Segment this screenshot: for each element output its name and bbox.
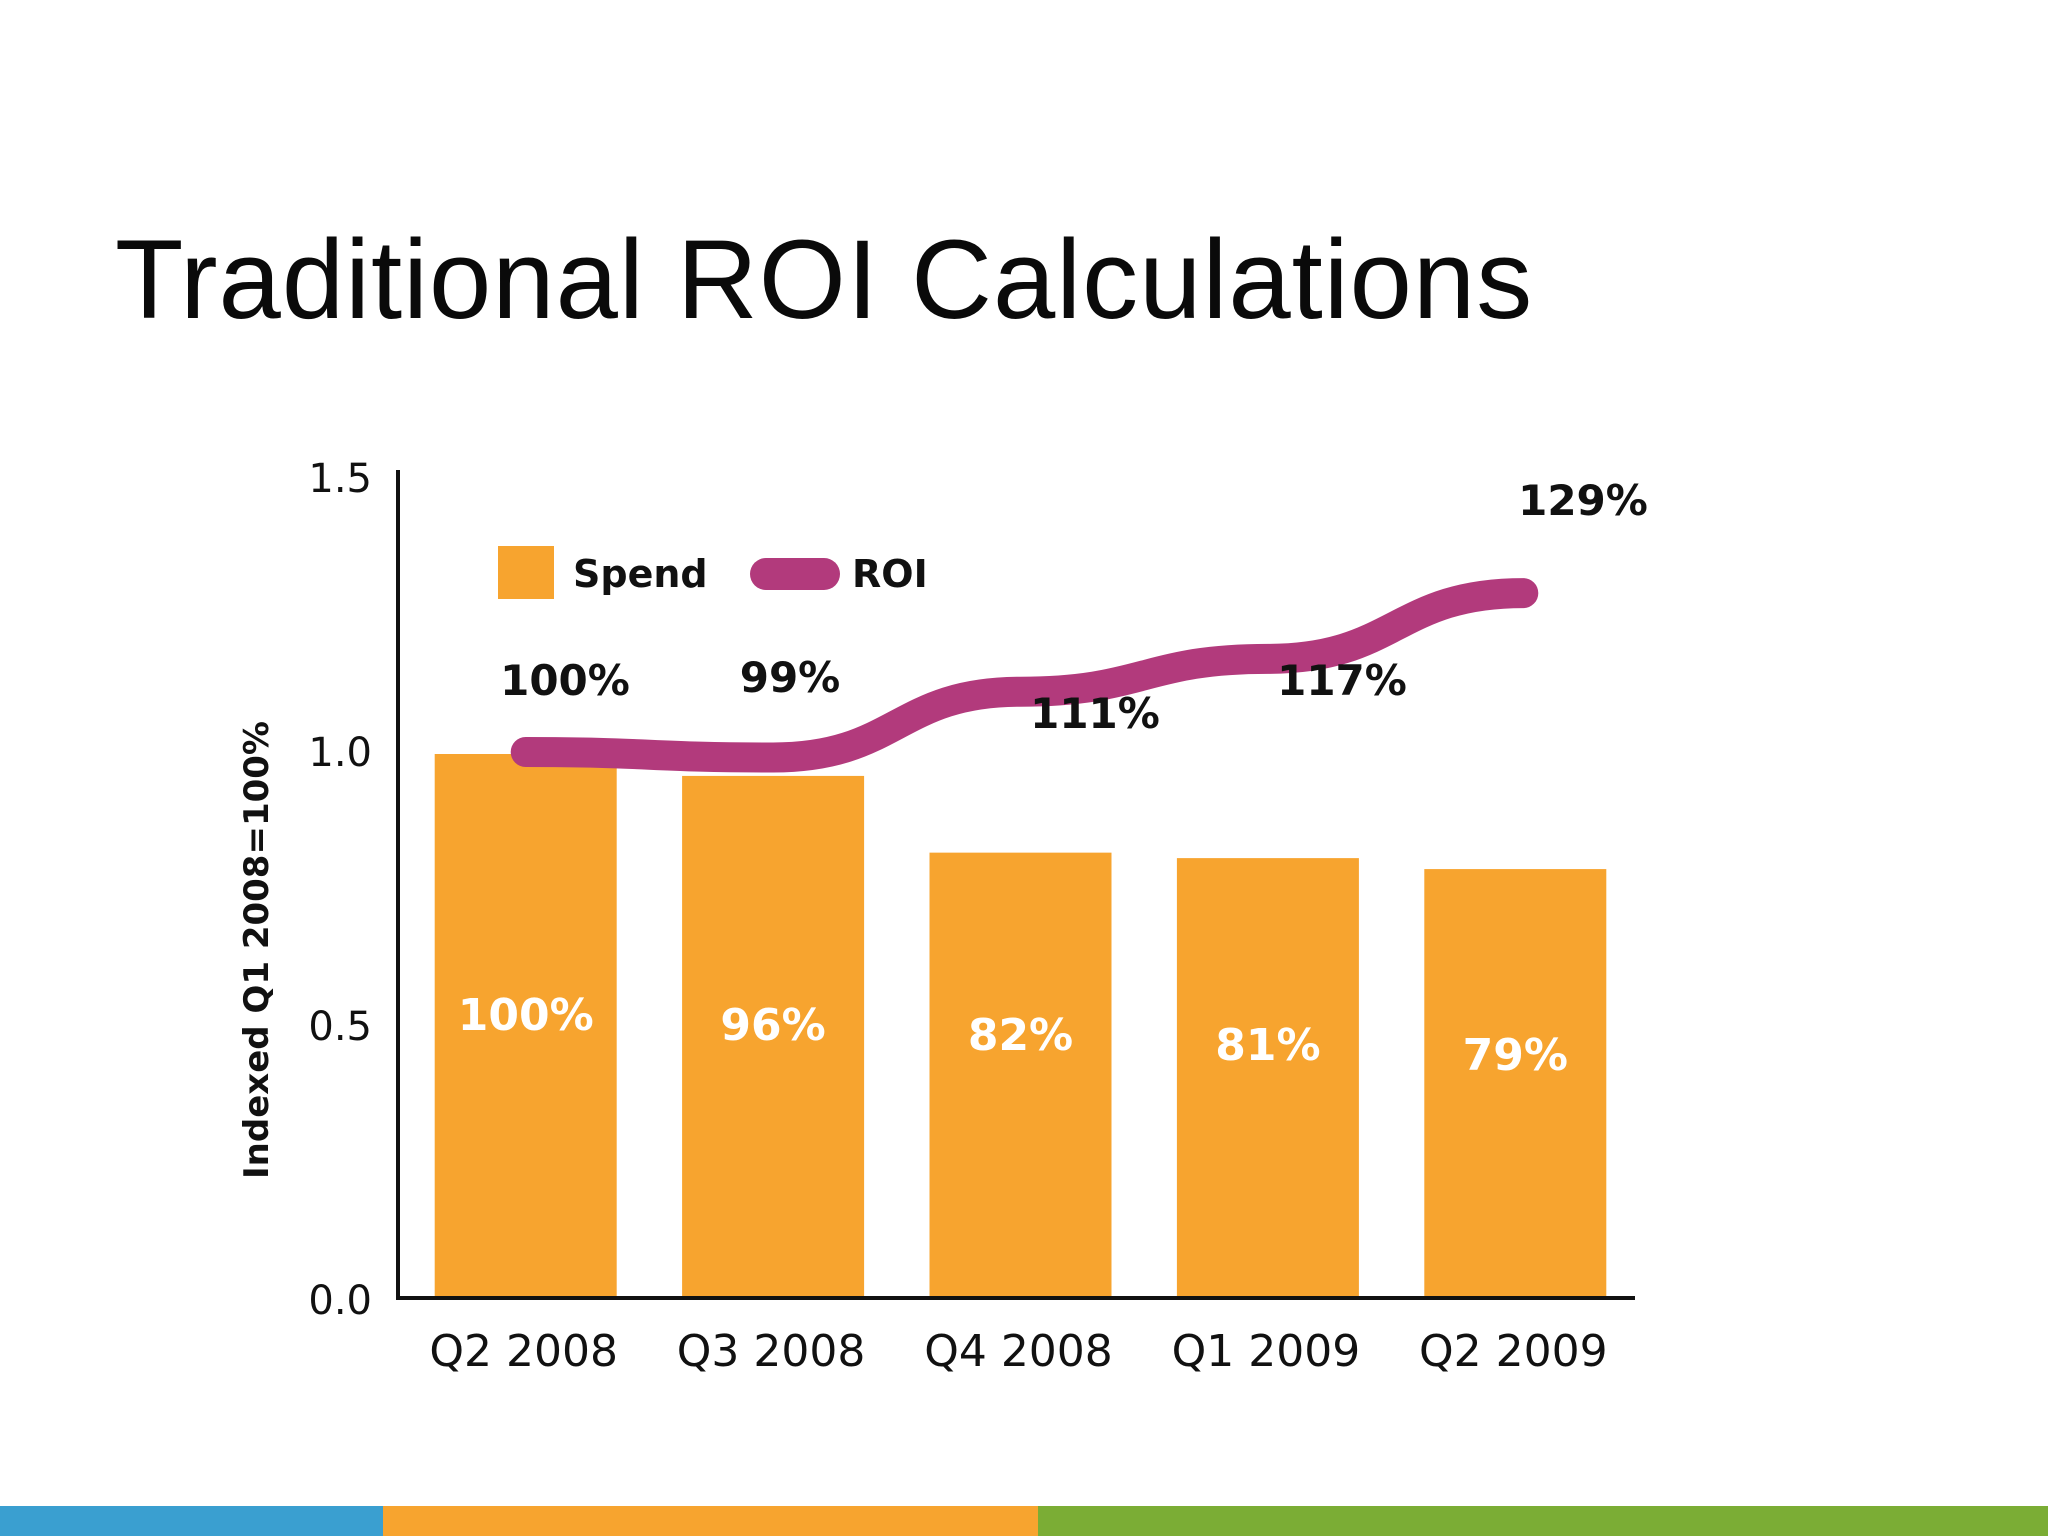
roi-point-label: 129% [1518,476,1648,525]
footer-color-bar [0,1506,2048,1536]
x-tick-label: Q2 2009 [1419,1326,1608,1377]
roi-point-label: 111% [1030,689,1160,738]
roi-series: 100% 99% 111% 117% 129% [500,476,1648,773]
y-tick-label: 1.0 [308,730,372,776]
chart-legend: Spend ROI [498,546,928,599]
spend-bar-labels: 100% 96% 82% 81% 79% [458,990,1568,1081]
roi-point-label: 100% [500,656,630,705]
spend-bar-label: 82% [968,1010,1073,1061]
x-tick-label: Q3 2008 [677,1326,866,1377]
spend-bar-label: 81% [1215,1020,1320,1071]
roi-point-label: 99% [740,653,841,702]
legend-spend-label: Spend [573,552,708,596]
spend-bars [434,754,1607,1298]
spend-bar-q2-2008 [434,754,617,1298]
footer-segment-blue [0,1506,383,1536]
legend-roi-label: ROI [852,552,928,596]
x-tick-label: Q1 2009 [1172,1326,1361,1377]
footer-segment-green [1038,1506,2048,1536]
x-tick-label: Q4 2008 [924,1326,1113,1377]
spend-bar-label: 96% [720,1000,825,1051]
spend-bar-q2-2009 [1424,869,1607,1298]
footer-segment-orange [383,1506,1038,1536]
y-axis-label: Indexed Q1 2008=100% [237,721,277,1179]
spend-bar-q1-2009 [1176,858,1359,1298]
spend-bar-q4-2008 [929,852,1112,1298]
spend-bar-q3-2008 [682,775,865,1298]
chart-axes: 0.0 0.5 1.0 1.5 Q2 2008 Q3 2008 Q4 2008 Q1 2009… [308,456,1635,1377]
legend-spend-swatch [498,546,554,599]
spend-bar-label: 100% [458,990,594,1041]
x-tick-label: Q2 2008 [429,1326,618,1377]
y-tick-label: 0.0 [308,1278,372,1324]
y-tick-label: 1.5 [308,456,372,502]
y-tick-label: 0.5 [308,1004,372,1050]
spend-bar-label: 79% [1463,1030,1568,1081]
roi-line [510,578,1539,773]
slide-title: Traditional ROI Calculations [115,217,1534,342]
roi-point-label: 117% [1277,656,1407,705]
